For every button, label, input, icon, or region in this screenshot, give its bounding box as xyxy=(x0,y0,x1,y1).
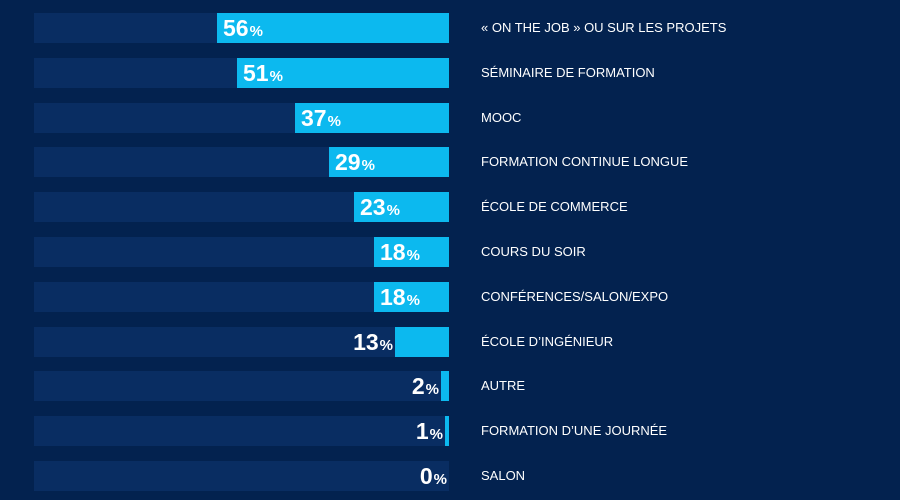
data-label-unit: % xyxy=(361,157,375,174)
data-label: 51% xyxy=(243,58,283,88)
bar xyxy=(237,58,449,88)
data-label-unit: % xyxy=(327,113,341,130)
bar xyxy=(374,237,449,267)
category-label: SÉMINAIRE DE FORMATION xyxy=(481,65,655,80)
data-label-unit: % xyxy=(379,337,393,354)
data-label-value: 2 xyxy=(411,373,425,399)
bar xyxy=(374,282,449,312)
data-label: 18% xyxy=(380,282,420,312)
data-label-value: 29 xyxy=(335,149,361,175)
data-label: 29% xyxy=(335,147,375,177)
category-label: ÉCOLE DE COMMERCE xyxy=(481,199,628,214)
data-label-value: 51 xyxy=(243,60,269,86)
data-label-value: 37 xyxy=(301,105,327,131)
category-label: AUTRE xyxy=(481,378,526,393)
bar xyxy=(329,147,449,177)
data-label-value: 0 xyxy=(419,463,433,489)
data-label: 13% xyxy=(353,327,393,357)
data-label-unit: % xyxy=(406,292,420,309)
bar xyxy=(354,192,449,222)
category-label: « ON THE JOB » OU SUR LES PROJETS xyxy=(481,20,727,35)
data-label-unit: % xyxy=(429,426,443,443)
category-label: CONFÉRENCES/SALON/EXPO xyxy=(481,289,669,304)
data-label: 18% xyxy=(380,237,420,267)
data-label-unit: % xyxy=(269,68,283,85)
category-label: COURS DU SOIR xyxy=(481,244,586,259)
data-label-value: 56 xyxy=(223,15,249,41)
category-label: FORMATION CONTINUE LONGUE xyxy=(481,154,689,169)
data-label-unit: % xyxy=(425,381,439,398)
data-label: 23% xyxy=(360,192,400,222)
data-label-value: 13 xyxy=(353,329,379,355)
category-label: ÉCOLE D’INGÉNIEUR xyxy=(481,334,614,349)
category-label: MOOC xyxy=(481,110,522,125)
data-label-value: 18 xyxy=(380,239,406,265)
data-label: 37% xyxy=(301,103,341,133)
bar xyxy=(445,416,449,446)
bar-track xyxy=(34,416,449,446)
bar-track xyxy=(34,461,449,491)
data-label: 0% xyxy=(420,461,447,491)
bar-track xyxy=(34,327,449,357)
data-label-unit: % xyxy=(249,23,263,40)
data-label-unit: % xyxy=(386,202,400,219)
bar xyxy=(441,371,449,401)
category-label: SALON xyxy=(481,468,526,483)
data-label-value: 1 xyxy=(415,418,429,444)
data-label-value: 18 xyxy=(380,284,406,310)
bar-track xyxy=(34,371,449,401)
data-label-unit: % xyxy=(433,471,447,488)
data-label-unit: % xyxy=(406,247,420,264)
bar xyxy=(395,327,449,357)
data-label: 2% xyxy=(412,371,439,401)
bar xyxy=(295,103,449,133)
data-label: 56% xyxy=(223,13,263,43)
bar xyxy=(217,13,449,43)
data-label: 1% xyxy=(416,416,443,446)
data-label-value: 23 xyxy=(360,194,386,220)
category-label: FORMATION D’UNE JOURNÉE xyxy=(481,423,668,438)
